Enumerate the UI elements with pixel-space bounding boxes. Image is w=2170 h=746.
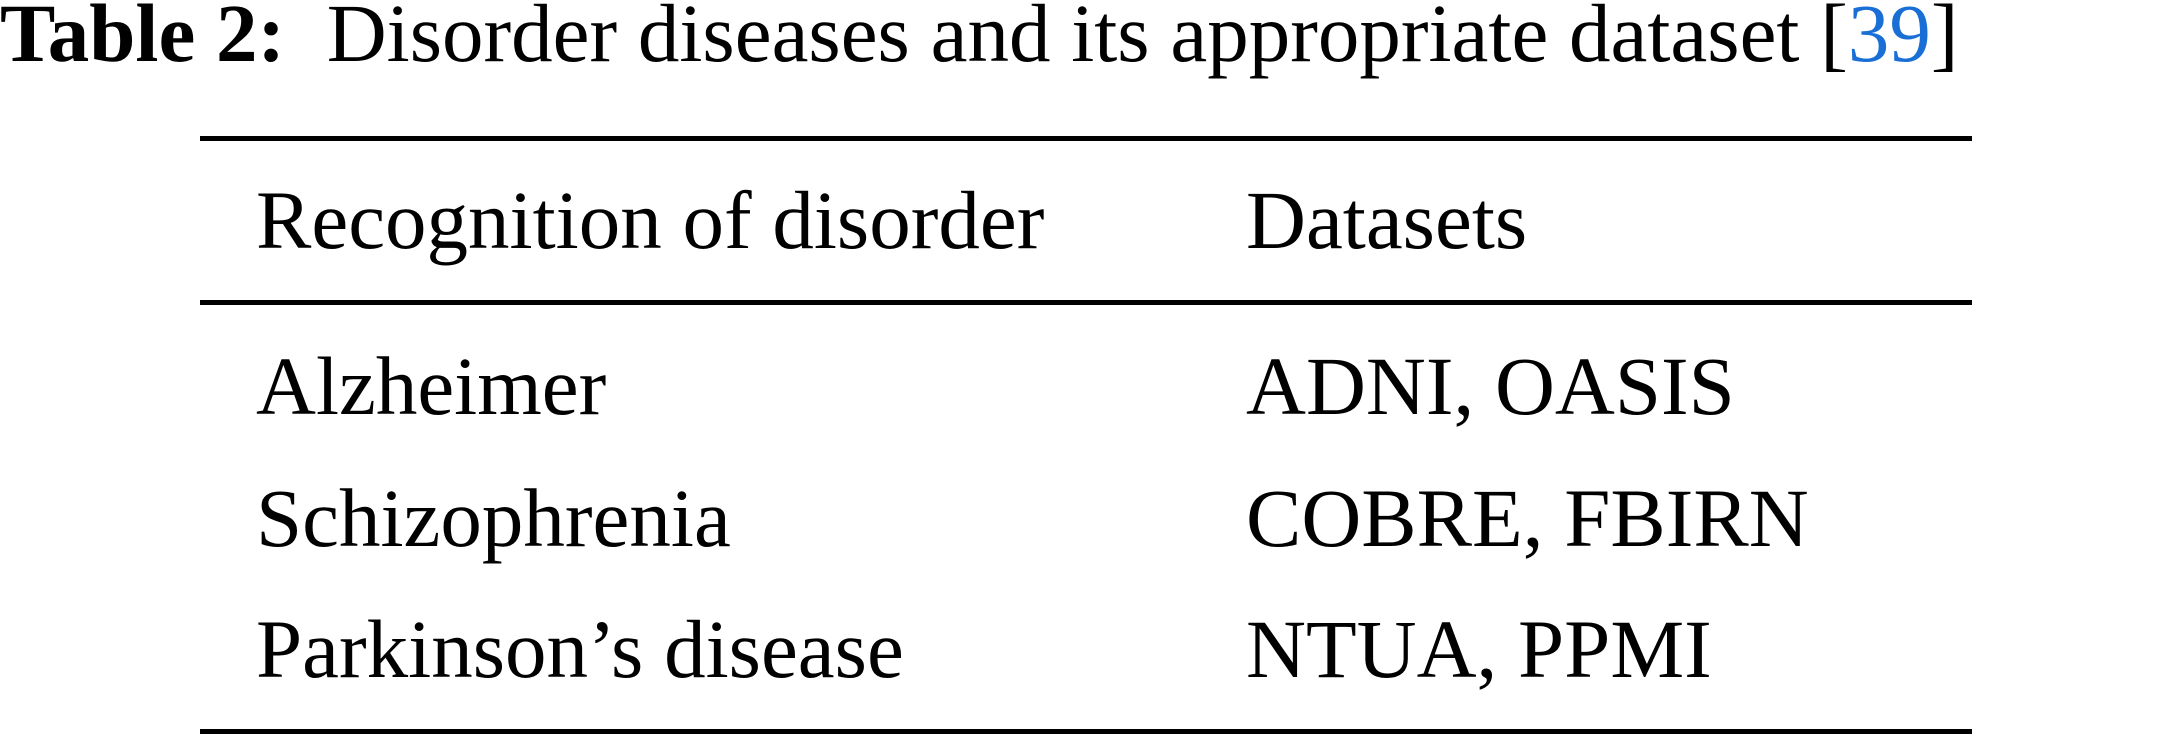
cell-disorder: Parkinson’s disease (256, 603, 904, 695)
cell-datasets: COBRE, FBIRN (1246, 472, 1809, 564)
ref-bracket-open: [ (1820, 0, 1848, 79)
header-disorder: Recognition of disorder (256, 174, 1045, 266)
citation-link[interactable]: 39 (1847, 0, 1931, 79)
caption-label: Table 2: (0, 0, 286, 79)
mid-rule (200, 300, 1972, 305)
cell-disorder: Schizophrenia (256, 472, 731, 564)
cell-datasets: ADNI, OASIS (1246, 340, 1735, 432)
bottom-rule (200, 729, 1972, 734)
cell-datasets: NTUA, PPMI (1246, 603, 1712, 695)
top-rule (200, 136, 1972, 141)
caption-text: Disorder diseases and its appropriate da… (326, 0, 1800, 79)
ref-bracket-close: ] (1930, 0, 1959, 79)
header-datasets: Datasets (1246, 174, 1528, 266)
table-caption: Table 2: Disorder diseases and its appro… (0, 0, 1959, 75)
cell-disorder: Alzheimer (256, 340, 607, 432)
